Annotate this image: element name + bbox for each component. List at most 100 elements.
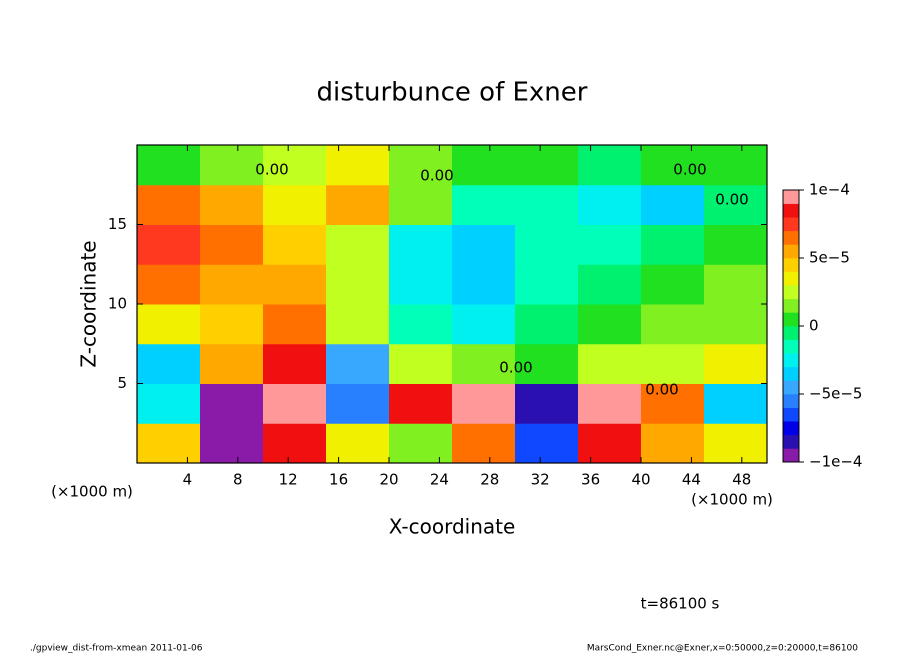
y-axis-label: Z-coordinate — [77, 240, 101, 367]
x-unit-left: (×1000 m) — [51, 483, 133, 501]
heatmap-cell — [137, 264, 201, 305]
heatmap-cell — [452, 264, 516, 305]
heatmap-cell — [326, 423, 390, 464]
x-tick-label: 20 — [379, 471, 398, 489]
heatmap-cell — [137, 145, 201, 186]
heatmap-cell — [263, 145, 327, 186]
x-tick-label: 36 — [581, 471, 600, 489]
colorbar-swatch — [783, 217, 799, 232]
colorbar-tick-label: 5e−5 — [809, 249, 850, 267]
heatmap-cell — [326, 264, 390, 305]
heatmap-cell — [641, 264, 705, 305]
heatmap-cell — [137, 423, 201, 464]
colorbar-tick-label: −1e−4 — [809, 453, 862, 471]
heatmap-cell — [263, 423, 327, 464]
colorbar-tick-label: −5e−5 — [809, 385, 862, 403]
y-tick-label: 10 — [108, 295, 127, 313]
heatmap-cell — [578, 145, 642, 186]
contour-label: 0.00 — [645, 381, 678, 399]
heatmap-cell — [704, 343, 768, 384]
footer-left: ./gpview_dist-from-xmean 2011-01-06 — [30, 644, 203, 654]
heatmap-cell — [200, 343, 264, 384]
heatmap-cell — [389, 224, 453, 265]
chart-title: disturbunce of Exner — [317, 78, 588, 108]
colorbar-swatch — [783, 312, 799, 327]
heatmap-cell — [515, 343, 579, 384]
heatmap-cell — [704, 383, 768, 424]
heatmap-cell — [515, 224, 579, 265]
heatmap-cell — [578, 184, 642, 225]
heatmap-cell — [578, 224, 642, 265]
heatmap-cell — [389, 264, 453, 305]
heatmap-cell — [263, 343, 327, 384]
heatmap-cell — [452, 145, 516, 186]
heatmap-cell — [263, 383, 327, 424]
contour-label: 0.00 — [715, 191, 748, 209]
heatmap-cell — [263, 184, 327, 225]
y-tick-label: 5 — [117, 374, 127, 392]
heatmap-cell — [578, 264, 642, 305]
heatmap-cell — [200, 224, 264, 265]
x-tick-label: 44 — [682, 471, 701, 489]
heatmap-cell — [641, 383, 705, 424]
heatmap-cell — [137, 304, 201, 345]
heatmap-cell — [263, 264, 327, 305]
colorbar-swatch — [783, 407, 799, 422]
heatmap-cell — [452, 343, 516, 384]
colorbar-swatch — [783, 244, 799, 259]
heatmap-cell — [578, 383, 642, 424]
heatmap-cell — [452, 383, 516, 424]
heatmap-cell — [704, 423, 768, 464]
colorbar-swatch — [783, 353, 799, 368]
heatmap-cell — [515, 145, 579, 186]
colorbar-swatch — [783, 421, 799, 436]
heatmap-cell — [641, 343, 705, 384]
colorbar-swatch — [783, 230, 799, 245]
x-tick-label: 16 — [329, 471, 348, 489]
heatmap-cell — [515, 184, 579, 225]
heatmap-cell — [137, 224, 201, 265]
heatmap-cell — [326, 184, 390, 225]
contour-label: 0.00 — [420, 167, 453, 185]
x-axis-label: X-coordinate — [389, 515, 516, 539]
heatmap-cell — [578, 423, 642, 464]
colorbar-swatch — [783, 448, 799, 463]
heatmap-cell — [515, 264, 579, 305]
heatmap-cell — [704, 264, 768, 305]
x-tick-label: 8 — [233, 471, 243, 489]
colorbar-swatch — [783, 190, 799, 204]
heatmap-cell — [704, 304, 768, 345]
colorbar-swatch — [783, 434, 799, 449]
heatmap-cell — [200, 184, 264, 225]
heatmap-cell — [137, 383, 201, 424]
heatmap-cell — [641, 145, 705, 186]
heatmap-cell — [389, 423, 453, 464]
heatmap-cell — [641, 184, 705, 225]
colorbar-tick-label: 0 — [809, 317, 819, 335]
heatmap-cell — [326, 224, 390, 265]
time-label: t=86100 s — [641, 595, 720, 613]
y-tick-label: 15 — [108, 215, 127, 233]
heatmap-cell — [263, 224, 327, 265]
heatmap-cell — [389, 145, 453, 186]
colorbar-swatch — [783, 285, 799, 300]
x-tick-label: 12 — [279, 471, 298, 489]
colorbar-swatch — [783, 271, 799, 286]
colorbar-swatch — [783, 326, 799, 340]
heatmap-cell — [200, 423, 264, 464]
heatmap-cell — [515, 304, 579, 345]
contour-label: 0.00 — [499, 359, 532, 377]
colorbar-tick-label: 1e−4 — [809, 181, 850, 199]
heatmap-cell — [137, 184, 201, 225]
heatmap-cell — [641, 423, 705, 464]
heatmap-cell — [200, 304, 264, 345]
heatmap-cell — [641, 304, 705, 345]
heatmap-cell — [515, 423, 579, 464]
colorbar-swatch — [783, 298, 799, 313]
x-tick-label: 32 — [531, 471, 550, 489]
x-tick-label: 40 — [631, 471, 650, 489]
colorbar-swatch — [783, 394, 799, 408]
colorbar-swatch — [783, 380, 799, 395]
heatmap-cell — [389, 304, 453, 345]
heatmap-cell — [263, 304, 327, 345]
